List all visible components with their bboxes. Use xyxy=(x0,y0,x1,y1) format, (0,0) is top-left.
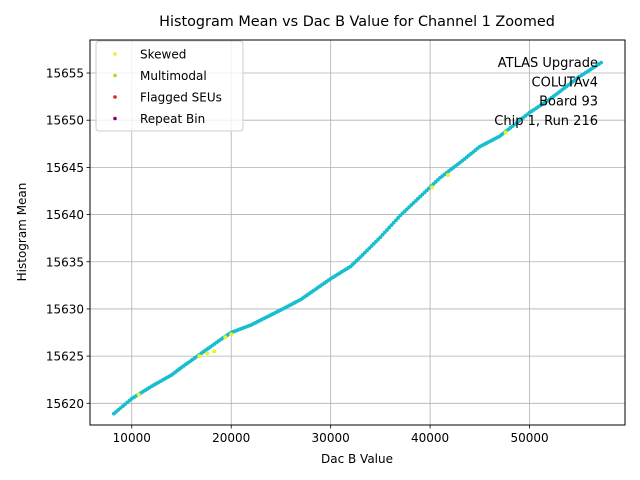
data-point-skewed xyxy=(205,351,210,356)
legend: Skewed Multimodal Flagged SEUs Repeat Bin xyxy=(95,40,244,132)
y-tick-label: 15635 xyxy=(46,255,84,269)
annotation-line: COLUTAv4 xyxy=(532,75,598,90)
legend-box xyxy=(95,40,244,132)
legend-label: Repeat Bin xyxy=(140,112,205,126)
data-point xyxy=(387,225,392,230)
x-tick-label: 50000 xyxy=(510,431,548,445)
data-point-skewed xyxy=(503,130,508,135)
data-point xyxy=(389,223,394,228)
y-tick-label: 15625 xyxy=(46,350,84,364)
data-point-skewed xyxy=(212,349,217,354)
plot-frame xyxy=(89,39,626,426)
annotation-line: Chip 1, Run 216 xyxy=(494,114,598,129)
data-point xyxy=(393,218,398,223)
y-tick-label: 15620 xyxy=(46,397,84,411)
x-tick-label: 40000 xyxy=(411,431,449,445)
data-point xyxy=(382,230,387,235)
axis-ticks: 10000 20000 30000 40000 50000 15620 15625 15630… xyxy=(46,67,549,445)
annotation-line: Board 93 xyxy=(539,95,598,110)
data-point xyxy=(396,216,400,220)
annotation: ATLAS Upgrade COLUTAv4 Board 93 Chip 1, Run… xyxy=(494,56,598,129)
y-tick-label: 15630 xyxy=(46,302,84,316)
y-tick-label: 15640 xyxy=(46,208,84,222)
data-point xyxy=(378,235,383,240)
data-points xyxy=(111,60,604,416)
data-point xyxy=(391,220,396,225)
legend-marker xyxy=(113,116,117,121)
legend-marker xyxy=(113,95,117,99)
data-point-skewed xyxy=(445,172,450,177)
x-tick-label: 30000 xyxy=(312,431,350,445)
data-point-skewed xyxy=(229,332,234,337)
x-tick-label: 10000 xyxy=(113,431,151,445)
data-point-skewed xyxy=(197,354,202,359)
y-tick-label: 15655 xyxy=(46,67,84,81)
legend-label: Multimodal xyxy=(140,69,207,83)
legend-label: Skewed xyxy=(140,48,186,62)
annotation-line: ATLAS Upgrade xyxy=(498,56,598,71)
legend-marker xyxy=(113,52,117,56)
data-point xyxy=(380,232,385,237)
legend-label: Flagged SEUs xyxy=(140,91,222,105)
x-tick-label: 20000 xyxy=(212,431,250,445)
data-point-skewed xyxy=(223,335,228,340)
grid xyxy=(90,40,625,425)
data-point xyxy=(599,60,604,65)
y-tick-label: 15645 xyxy=(46,161,84,175)
data-point-skewed xyxy=(136,392,141,397)
chart-title: Histogram Mean vs Dac B Value for Channe… xyxy=(159,14,555,30)
data-point xyxy=(385,228,389,232)
legend-marker xyxy=(113,73,117,78)
y-tick-label: 15650 xyxy=(46,114,84,128)
y-axis-label: Histogram Mean xyxy=(15,183,29,282)
data-point-skewed xyxy=(430,185,435,190)
x-axis-label: Dac B Value xyxy=(321,452,393,466)
